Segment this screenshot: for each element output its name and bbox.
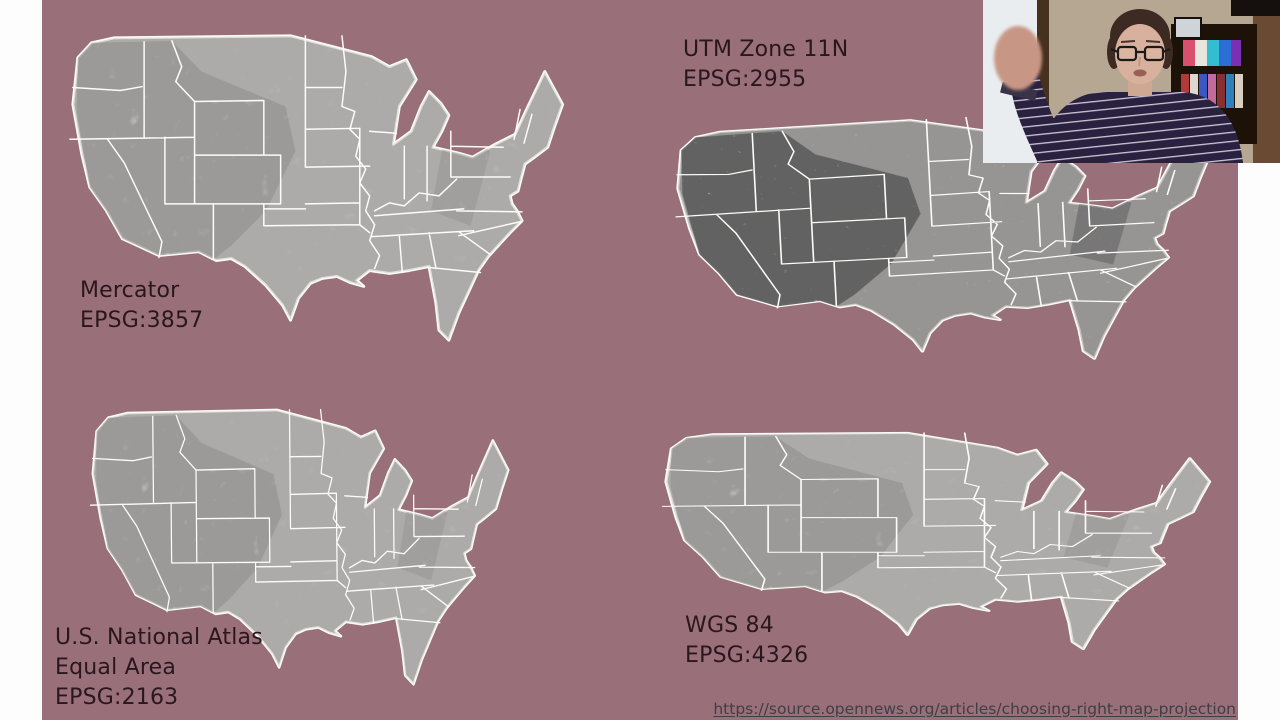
- label-mercator: Mercator EPSG:3857: [80, 276, 203, 336]
- webcam-overlay: [983, 0, 1280, 163]
- eyebrows: [1120, 40, 1161, 43]
- presenter-face: [1115, 24, 1165, 84]
- webcam-video: [983, 0, 1280, 163]
- projection-epsg: EPSG:2955: [683, 67, 807, 92]
- projection-epsg: EPSG:2163: [55, 685, 179, 710]
- label-utm-zone-11n: UTM Zone 11N EPSG:2955: [683, 35, 848, 95]
- presenter-hand: [994, 26, 1042, 90]
- wall-frame: [1231, 0, 1280, 16]
- projection-epsg: EPSG:3857: [80, 308, 204, 333]
- label-national-atlas: U.S. National Atlas Equal Area EPSG:2163: [55, 623, 263, 713]
- source-url-link[interactable]: https://source.opennews.org/articles/cho…: [713, 700, 1236, 718]
- mouth: [1133, 69, 1147, 77]
- presenter-torso: [1038, 92, 1243, 163]
- photo-frame: [1174, 17, 1202, 39]
- presenter: [994, 9, 1243, 163]
- wall-right: [1253, 0, 1280, 163]
- projection-name: UTM Zone 11N: [683, 37, 849, 62]
- projection-name-line2: Equal Area: [55, 655, 177, 680]
- book-spines: [1181, 74, 1243, 108]
- projection-name: Mercator: [80, 278, 180, 303]
- label-wgs84: WGS 84 EPSG:4326: [685, 611, 808, 671]
- projection-name: U.S. National Atlas: [55, 625, 263, 650]
- nose: [1138, 56, 1141, 67]
- rainbow-box: [1183, 40, 1241, 66]
- glasses: [1110, 45, 1171, 62]
- page-edge-left: [0, 0, 42, 720]
- projection-name: WGS 84: [685, 613, 774, 638]
- bookshelf: [1171, 17, 1257, 144]
- projection-epsg: EPSG:4326: [685, 643, 809, 668]
